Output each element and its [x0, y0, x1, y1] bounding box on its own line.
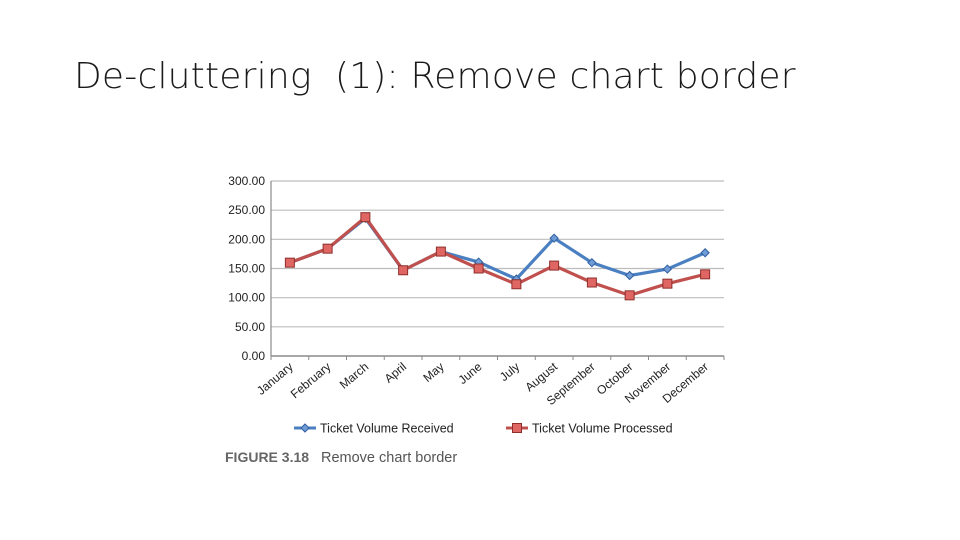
y-tick-label: 0.00 [242, 349, 266, 363]
y-tick-label: 50.00 [235, 320, 265, 334]
series-line [289, 215, 706, 297]
series-processed [284, 212, 711, 301]
data-point-diamond [662, 264, 673, 274]
series-received [285, 213, 710, 284]
x-tick-label: April [382, 360, 409, 386]
data-point-diamond [700, 248, 710, 258]
legend-item: Ticket Volume Received [294, 422, 454, 436]
data-point-square [398, 265, 409, 276]
data-point-square [549, 260, 560, 271]
legend-label: Ticket Volume Received [320, 422, 454, 436]
data-point-diamond [587, 257, 597, 268]
data-point-square [586, 277, 597, 288]
gridlines [271, 180, 724, 328]
data-point-square [284, 257, 295, 268]
axes: 0.00 50.00 100.00 150.00 200.00 250.00 300.00 J… [228, 174, 725, 408]
data-point-square [511, 279, 522, 290]
data-point-square [662, 278, 673, 289]
x-tick-label: July [497, 360, 522, 384]
data-point-square [435, 246, 446, 257]
data-point-square [700, 269, 711, 280]
y-tick-label: 250.00 [228, 203, 265, 217]
data-point-square [360, 212, 371, 223]
slide-title: De-cluttering (1): Remove chart border [74, 56, 796, 97]
data-point-square [624, 290, 635, 301]
y-tick-label: 100.00 [228, 291, 265, 305]
figure-label: FIGURE 3.18 [225, 449, 309, 465]
y-tick-label: 200.00 [228, 232, 265, 246]
legend-marker-square [512, 423, 522, 433]
data-point-square [473, 263, 484, 274]
x-tick-label: February [288, 360, 334, 402]
legend-label: Ticket Volume Processed [532, 422, 673, 436]
data-point-diamond [624, 270, 635, 281]
data-point-diamond [549, 233, 559, 243]
series-lines [284, 212, 711, 301]
legend-item: Ticket Volume Processed [506, 422, 673, 436]
data-point-square [322, 243, 333, 254]
x-tick-label: June [456, 359, 485, 387]
x-tick-label: March [337, 360, 372, 392]
y-tick-label: 150.00 [228, 262, 265, 276]
figure-caption: Remove chart border [321, 450, 457, 466]
legend-marker-diamond [300, 423, 310, 433]
x-tick-label: May [420, 360, 446, 385]
legend: Ticket Volume Received Ticket Volume Proc… [294, 422, 673, 436]
y-tick-label: 300.00 [228, 174, 265, 188]
